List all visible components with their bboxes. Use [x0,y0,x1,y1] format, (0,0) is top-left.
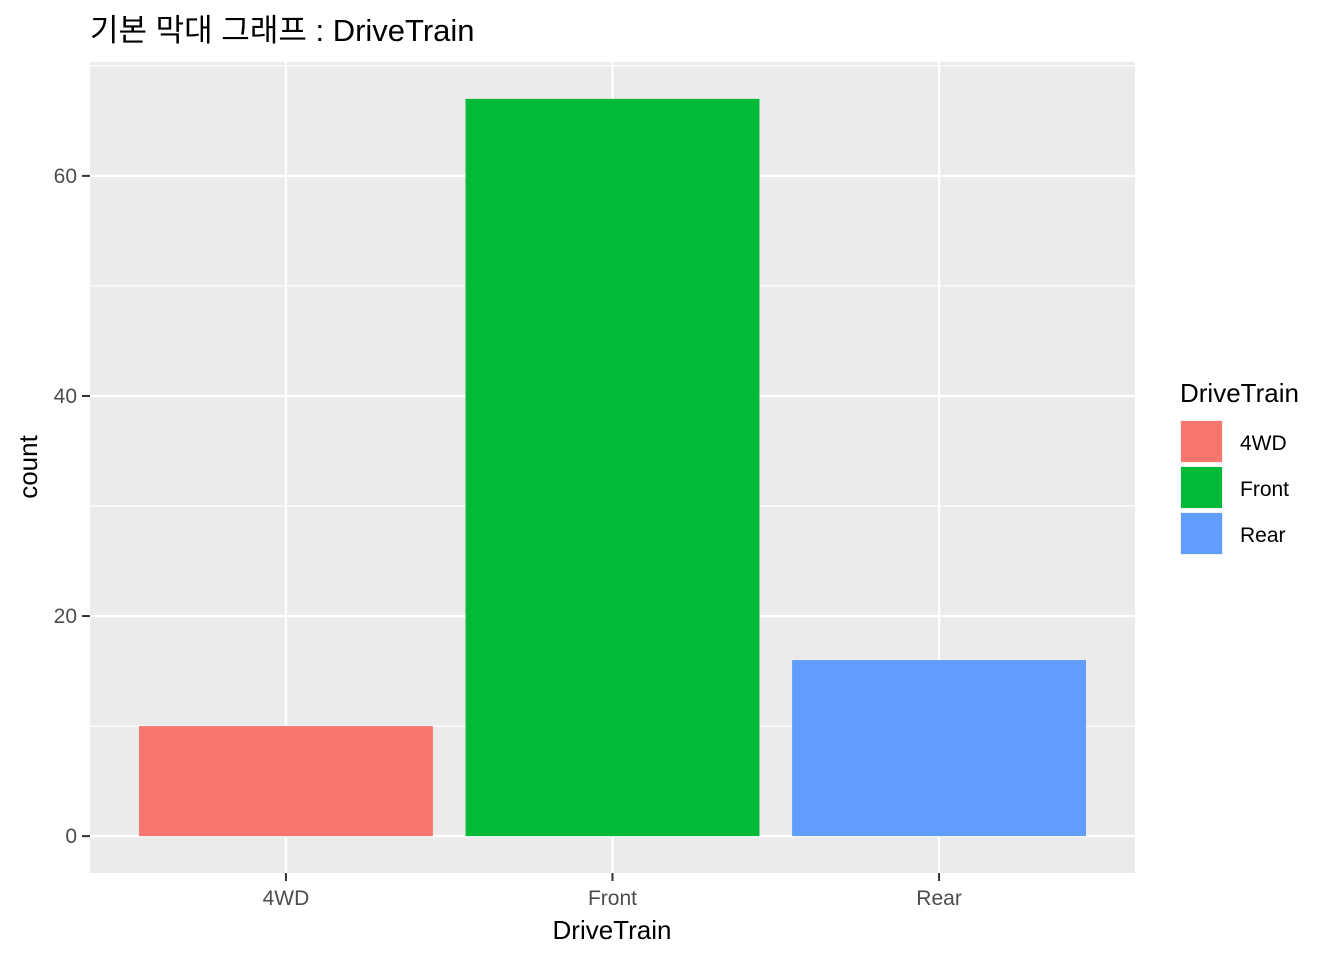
legend-items: 4WD Front Rear [1180,420,1289,555]
bar-rear [792,660,1087,837]
y-axis: 0 20 40 60 [54,165,90,848]
legend-label: Rear [1240,524,1286,547]
legend: DriveTrain 4WD Front Rear [1180,378,1299,555]
legend-swatch [1181,467,1222,508]
legend-label: Front [1240,478,1289,501]
bars [138,98,1087,837]
bar-front [465,98,760,837]
x-tick-label: 4WD [263,887,310,910]
bar-4wd [138,726,433,837]
y-tick-label: 0 [65,825,77,848]
y-tick-label: 60 [54,165,77,188]
y-tick-label: 40 [54,385,77,408]
x-axis: 4WD Front Rear [263,873,962,910]
legend-title: DriveTrain [1180,378,1299,408]
legend-swatch [1181,421,1222,462]
x-axis-title: DriveTrain [553,915,672,945]
x-tick-label: Rear [916,887,962,910]
x-tick-label: Front [588,887,637,910]
legend-swatch [1181,513,1222,554]
y-tick-label: 20 [54,605,77,628]
legend-label: 4WD [1240,432,1287,455]
chart-title: 기본 막대 그래프 : DriveTrain [90,13,475,48]
y-axis-title: count [13,434,43,498]
